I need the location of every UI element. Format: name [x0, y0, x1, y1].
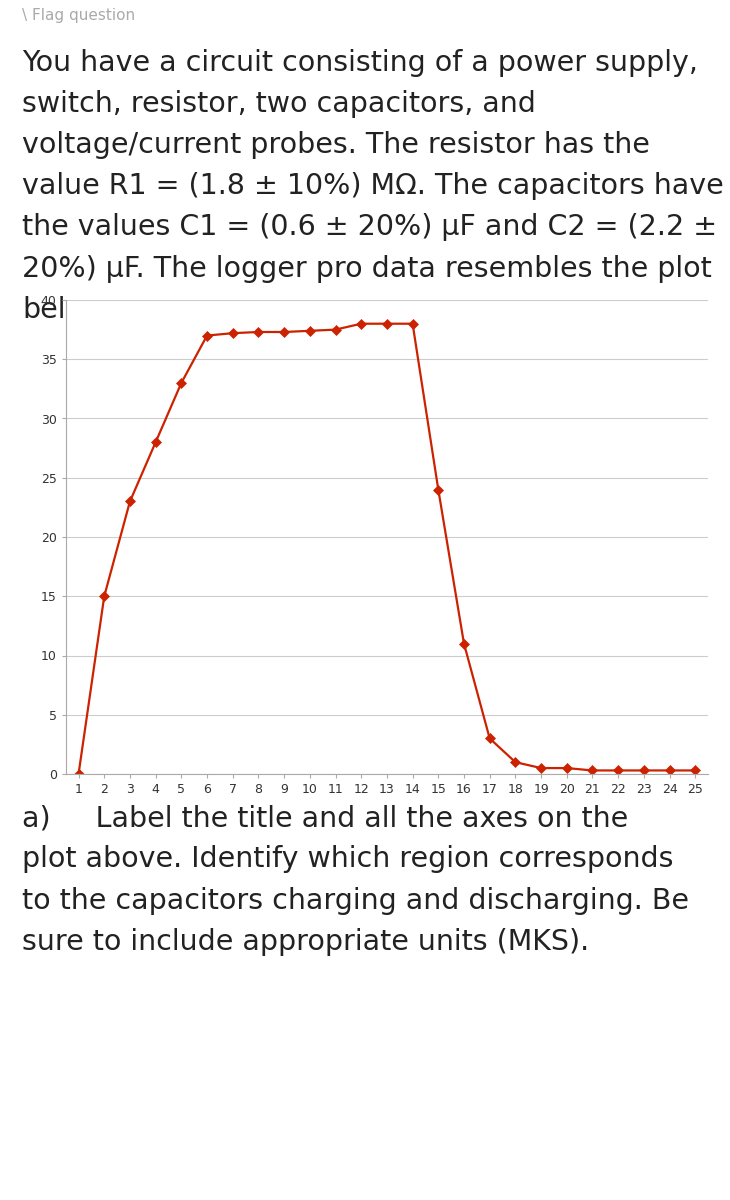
Text: You have a circuit consisting of a power supply,
switch, resistor, two capacitor: You have a circuit consisting of a power…	[22, 48, 723, 324]
Text: \ Flag question: \ Flag question	[22, 8, 135, 23]
Text: a)     Label the title and all the axes on the
plot above. Identify which region: a) Label the title and all the axes on t…	[22, 804, 689, 956]
